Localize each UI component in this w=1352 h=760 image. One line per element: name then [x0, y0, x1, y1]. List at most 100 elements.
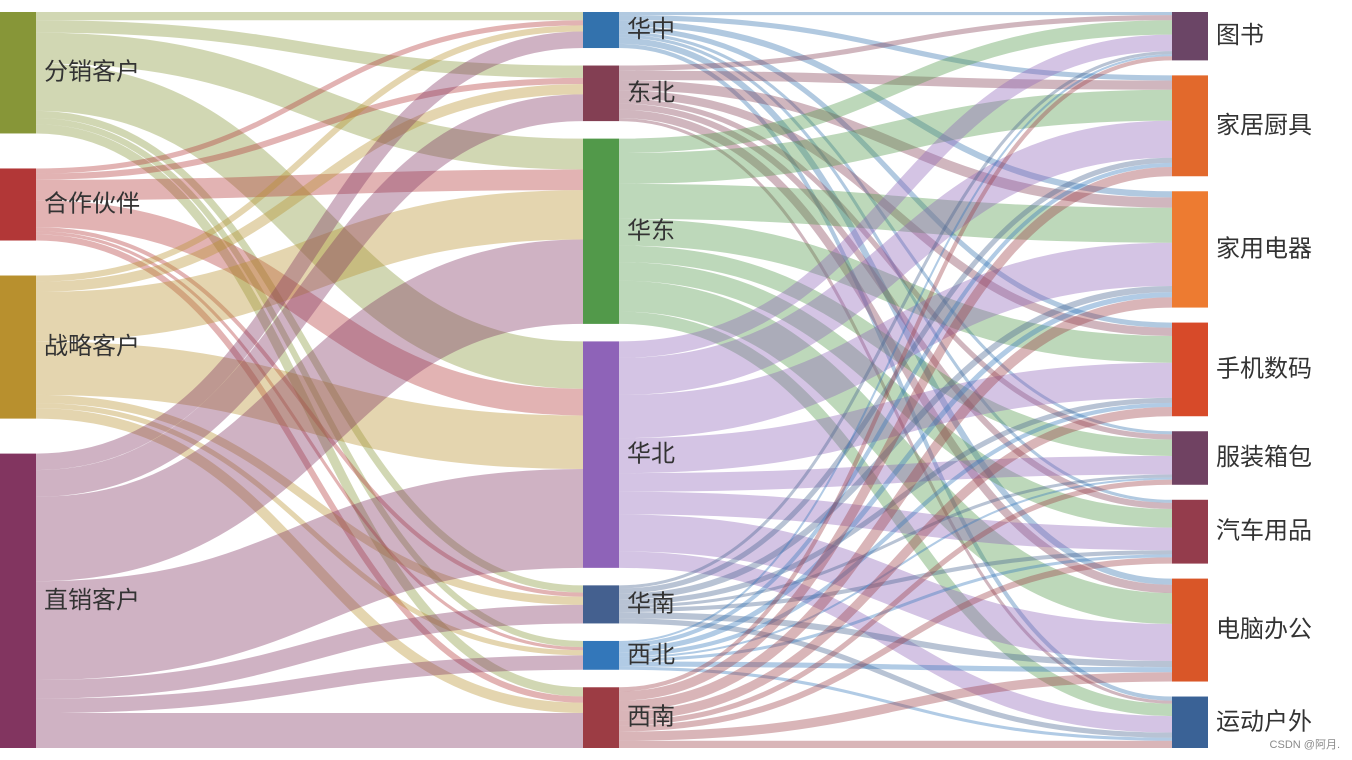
sankey-link [618, 297, 1173, 711]
sankey-link [35, 655, 584, 714]
sankey-link [618, 557, 1173, 732]
sankey-link [618, 109, 1173, 594]
sankey-node [0, 12, 36, 134]
sankey-link [618, 402, 1173, 657]
sankey-link [618, 162, 1173, 648]
sankey-node-label: 家居厨具 [1216, 111, 1312, 139]
sankey-link [35, 94, 584, 497]
sankey-link [618, 479, 1173, 726]
sankey-node [0, 275, 36, 419]
sankey-link [35, 604, 584, 699]
sankey-link [35, 234, 584, 703]
sankey-node-label: 华中 [627, 15, 675, 43]
sankey-node [583, 138, 619, 324]
sankey-node [583, 12, 619, 49]
sankey-link [618, 70, 1173, 90]
sankey-link [618, 550, 1173, 613]
sankey-node-label: 直销客户 [44, 586, 140, 614]
sankey-link [618, 554, 1173, 662]
sankey-node-label: 图书 [1216, 21, 1264, 49]
sankey-link [35, 110, 584, 593]
sankey-link [618, 311, 1173, 717]
sankey-link [35, 200, 584, 416]
sankey-link [35, 20, 584, 174]
sankey-link [618, 120, 1173, 395]
sankey-link [618, 103, 1173, 510]
sankey-link [618, 89, 1173, 184]
sankey-node-label: 汽车用品 [1216, 517, 1312, 545]
sankey-link [618, 262, 1173, 528]
sankey-node-label: 西南 [627, 703, 675, 731]
sankey-link [618, 245, 1173, 456]
sankey-link [35, 394, 584, 605]
sankey-nodes [0, 12, 1208, 748]
sankey-node-label: 家用电器 [1216, 234, 1312, 262]
sankey-link [35, 32, 584, 170]
sankey-node [1172, 499, 1208, 564]
sankey-link [618, 34, 1173, 358]
sankey-link [618, 491, 1173, 551]
sankey-node [583, 585, 619, 624]
sankey-node [583, 640, 619, 670]
sankey-link [618, 34, 1173, 503]
sankey-link [35, 469, 584, 681]
sankey-link [618, 477, 1173, 659]
sankey-node [0, 453, 36, 748]
sankey-link [35, 20, 584, 78]
sankey-node-label: 战略客户 [44, 332, 140, 360]
sankey-link [618, 218, 1173, 363]
sankey-link [35, 118, 584, 648]
sankey-link [35, 408, 584, 714]
sankey-link [618, 56, 1173, 692]
sankey-link [618, 474, 1173, 609]
sankey-link [618, 666, 1173, 741]
sankey-link [35, 84, 584, 292]
sankey-link [618, 54, 1173, 644]
sankey-node [1172, 12, 1208, 61]
sankey-link [618, 285, 1173, 600]
sankey-link [35, 403, 584, 656]
sankey-node [1172, 322, 1208, 417]
sankey-link [618, 397, 1173, 605]
sankey-link [35, 190, 584, 342]
sankey-link [618, 455, 1173, 492]
sankey-link [618, 98, 1173, 440]
sankey-node-label: 服装箱包 [1216, 443, 1312, 471]
sankey-node-label: 合作伙伴 [44, 189, 140, 217]
sankey-link [618, 20, 1173, 198]
sankey-node-label: 西北 [627, 640, 675, 668]
sankey-link [35, 239, 584, 582]
sankey-link [618, 157, 1173, 594]
sankey-node-label: 电脑办公 [1216, 615, 1312, 643]
sankey-link [618, 118, 1173, 704]
sankey-link [618, 292, 1173, 653]
sankey-node [0, 168, 36, 241]
sankey-node [583, 65, 619, 122]
sankey-links [35, 11, 1173, 749]
sankey-link [618, 20, 1173, 154]
sankey-link [618, 183, 1173, 243]
sankey-link [35, 169, 584, 201]
sankey-link [618, 51, 1173, 589]
sankey-link [618, 280, 1173, 624]
sankey-node-label: 运动户外 [1216, 707, 1312, 735]
sankey-link [618, 406, 1173, 721]
sankey-node [583, 341, 619, 568]
sankey-node [1172, 696, 1208, 748]
sankey-node-label: 华北 [627, 440, 675, 468]
sankey-node-label: 东北 [627, 78, 675, 106]
sankey-node [1172, 191, 1208, 308]
sankey-link [618, 551, 1173, 733]
sankey-link [618, 43, 1173, 701]
watermark-text: CSDN @阿月. [1269, 739, 1340, 751]
sankey-link [35, 25, 584, 282]
sankey-link [35, 31, 584, 471]
sankey-node-label: 华东 [627, 216, 675, 244]
sankey-link [35, 77, 584, 180]
sankey-link [618, 672, 1173, 741]
sankey-node [1172, 578, 1208, 682]
sankey-node-label: 华南 [627, 589, 675, 617]
sankey-link [618, 618, 1173, 738]
